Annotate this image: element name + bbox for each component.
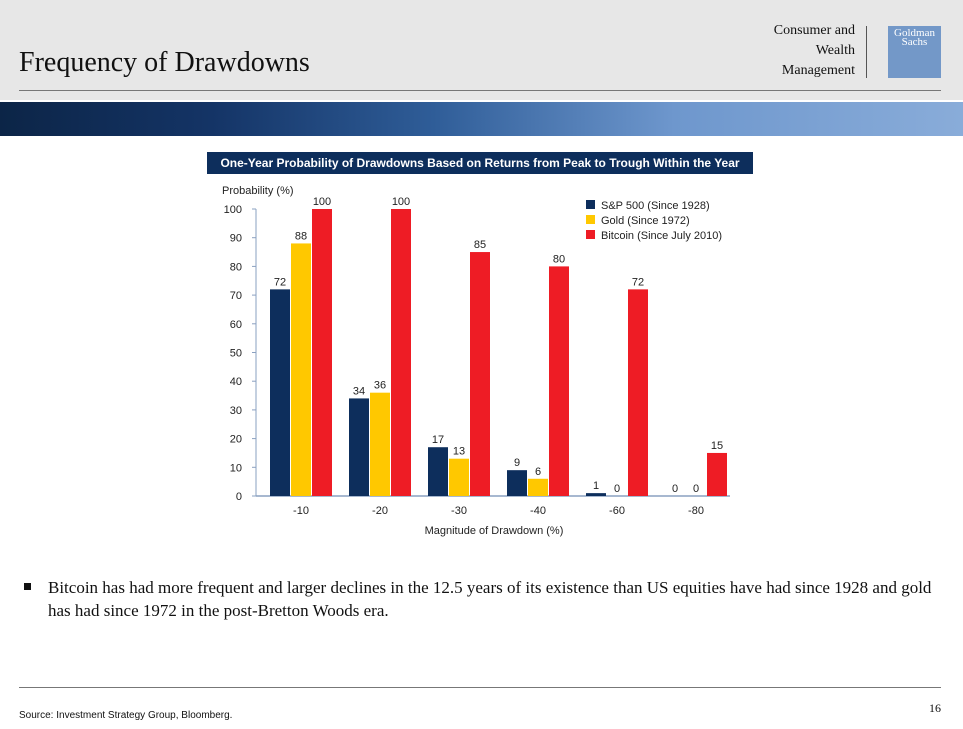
bar [628,289,648,496]
logo-line-1: Goldman [894,27,935,39]
bar-value-label: 100 [392,196,410,208]
x-tick-label: -40 [530,505,546,517]
bar-series: 72 88 100 -10 34 36 100 -20 17 13 85 -30 9 6 80 -40 1 0 72… [270,196,727,517]
bar-value-label: 72 [632,276,644,288]
bar [586,493,606,496]
goldman-sachs-logo: Goldman Sachs [888,26,941,78]
legend-label: Bitcoin (Since July 2010) [601,230,722,242]
page-title: Frequency of Drawdowns [19,47,310,78]
source-note: Source: Investment Strategy Group, Bloom… [19,710,233,721]
bar [449,458,469,496]
x-tick-label: -60 [609,505,625,517]
bar-value-label: 85 [474,239,486,251]
division-line-3: Management [781,63,855,78]
footer-rule [19,687,941,688]
legend-swatch [586,215,595,224]
bar [391,209,411,496]
bar-value-label: 15 [711,440,723,452]
x-tick-label: -20 [372,505,388,517]
y-tick-label: 90 [230,233,242,245]
chart-legend: S&P 500 (Since 1928) Gold (Since 1972) Bit… [586,200,722,242]
bar [291,243,311,496]
bar-value-label: 9 [514,457,520,469]
y-tick-label: 60 [230,319,242,331]
y-tick-label: 10 [230,462,242,474]
bullet-text: Bitcoin has had more frequent and larger… [48,578,932,620]
bar [470,252,490,496]
legend-swatch [586,230,595,239]
legend-swatch [586,200,595,209]
header-rule [19,90,941,91]
bar-value-label: 36 [374,380,386,392]
bar-value-label: 100 [313,196,331,208]
bar [507,470,527,496]
y-tick-label: 30 [230,405,242,417]
y-tick-label: 40 [230,376,242,388]
bar-value-label: 17 [432,434,444,446]
decorative-gradient-band [0,102,963,136]
bullet-point: Bitcoin has had more frequent and larger… [24,576,934,622]
bar [312,209,332,496]
bar-value-label: 72 [274,276,286,288]
x-axis-label: Magnitude of Drawdown (%) [425,525,564,537]
bar-value-label: 13 [453,446,465,458]
y-tick-label: 20 [230,434,242,446]
y-tick-label: 100 [224,204,242,216]
y-tick-label: 70 [230,290,242,302]
legend-label: Gold (Since 1972) [601,215,690,227]
bar [349,398,369,496]
y-tick-label: 50 [230,348,242,360]
logo-line-2: Sachs [901,36,928,48]
x-tick-label: -10 [293,505,309,517]
y-tick-label: 0 [236,491,242,503]
bar-value-label: 88 [295,230,307,242]
bar [370,392,390,496]
y-tick-label: 80 [230,261,242,273]
bar [428,447,448,496]
division-line-1: Consumer and [773,23,855,38]
bar-value-label: 34 [353,385,365,397]
x-tick-label: -80 [688,505,704,517]
bullet-marker [24,583,31,590]
bar-value-label: 1 [593,480,599,492]
y-axis-label: Probability (%) [222,185,294,197]
page-number: 16 [929,701,941,715]
bar-value-label: 6 [535,466,541,478]
chart-title: One-Year Probability of Drawdowns Based … [207,152,753,174]
header-divider [866,26,867,78]
x-tick-label: -30 [451,505,467,517]
bar [549,266,569,496]
legend-label: S&P 500 (Since 1928) [601,200,710,212]
bar-value-label: 0 [614,483,620,495]
bar-value-label: 0 [693,483,699,495]
header-bar [0,0,963,100]
division-line-2: Wealth [815,43,855,58]
bar-value-label: 0 [672,483,678,495]
bar [528,478,548,496]
division-name: Consumer and Wealth Management [735,21,855,81]
bar [707,452,727,496]
bar-value-label: 80 [553,253,565,265]
bar [270,289,290,496]
drawdown-bar-chart: Probability (%) Magnitude of Drawdown (%… [222,185,730,537]
